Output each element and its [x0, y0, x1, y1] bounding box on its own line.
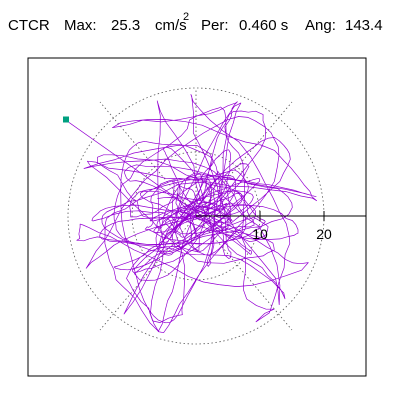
period-label: Per:: [201, 17, 229, 34]
station-code: CTCR: [8, 17, 50, 34]
grid-spoke: [195, 101, 293, 217]
max-unit: cm/s: [155, 17, 187, 34]
peak-excursion-path: [68, 122, 217, 227]
motion-trace: [68, 94, 317, 334]
max-value: 25.3: [111, 17, 141, 34]
max-unit-exponent: 2: [183, 11, 190, 23]
angle-value: 143.4: [345, 17, 383, 34]
peak-marker: [63, 116, 69, 123]
angle-label: Ang:: [305, 17, 336, 34]
ring-label-10: 10: [252, 226, 268, 242]
ring-label-20: 20: [316, 226, 332, 242]
period-value: 0.460 s: [239, 17, 289, 34]
plot-frame: [27, 57, 367, 377]
header-bar: CTCR Max: 25.3 cm/s 2 Per: 0.460 s Ang: …: [0, 0, 400, 44]
grid-spoke: [99, 101, 197, 217]
motion-trace-path: [76, 94, 317, 334]
max-label: Max:: [64, 17, 97, 34]
